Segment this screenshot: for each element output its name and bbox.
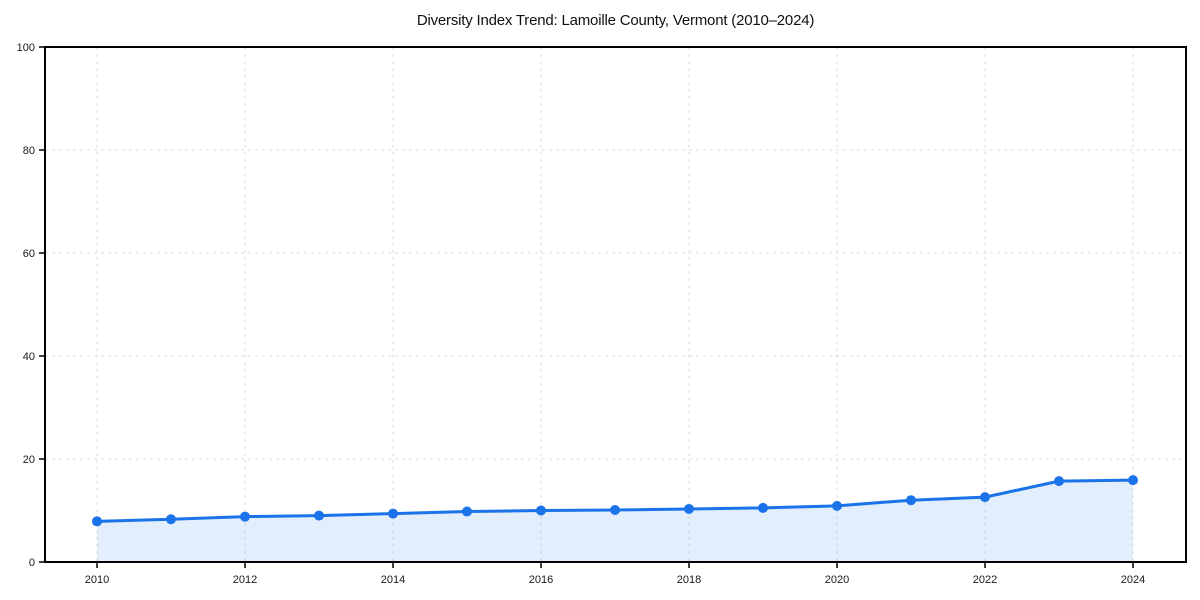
y-tick-label: 0 bbox=[29, 557, 35, 569]
data-point-marker bbox=[388, 508, 398, 519]
x-tick-label: 2012 bbox=[233, 574, 257, 586]
axes-spines bbox=[44, 46, 1187, 563]
x-tick-label: 2010 bbox=[85, 574, 109, 586]
x-tick-label: 2018 bbox=[677, 574, 701, 586]
x-tick-label: 2022 bbox=[973, 574, 997, 586]
x-tick-label: 2020 bbox=[825, 574, 849, 586]
y-tick-label: 100 bbox=[17, 42, 35, 54]
data-point-marker bbox=[684, 503, 694, 514]
x-tick-label: 2016 bbox=[529, 574, 553, 586]
chart-title: Diversity Index Trend: Lamoille County, … bbox=[416, 12, 815, 29]
data-point-marker bbox=[758, 502, 768, 513]
y-tick-label: 40 bbox=[23, 351, 35, 363]
data-point-marker bbox=[166, 514, 176, 525]
data-point-marker bbox=[610, 504, 620, 515]
y-tick-label: 60 bbox=[23, 248, 35, 260]
x-tick-label: 2014 bbox=[381, 574, 405, 586]
y-tick-label: 20 bbox=[23, 454, 35, 466]
data-point-marker bbox=[240, 511, 250, 522]
data-point-marker bbox=[906, 495, 916, 506]
data-point-marker bbox=[1128, 475, 1138, 486]
area-fill bbox=[97, 480, 1133, 562]
data-point-marker bbox=[314, 510, 324, 521]
data-point-marker bbox=[832, 500, 842, 511]
y-tick-label: 80 bbox=[23, 145, 35, 157]
data-point-marker bbox=[1054, 476, 1064, 487]
data-point-marker bbox=[92, 516, 102, 527]
x-tick-label: 2024 bbox=[1121, 574, 1145, 586]
data-point-marker bbox=[980, 492, 990, 503]
data-point-marker bbox=[462, 506, 472, 517]
data-point-marker bbox=[536, 505, 546, 516]
